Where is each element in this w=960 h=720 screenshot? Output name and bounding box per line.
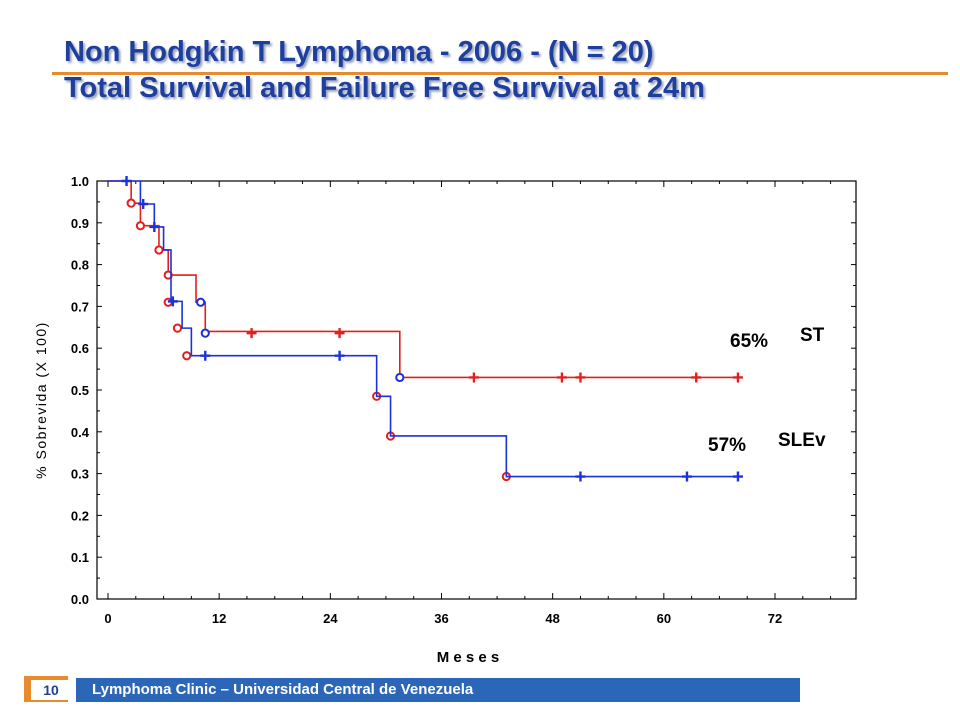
chart-series [108, 176, 743, 482]
event-marker [395, 372, 405, 383]
x-tick-label: 72 [768, 611, 782, 626]
annotation-65: 65% [730, 331, 768, 352]
x-tick-label: 12 [212, 611, 226, 626]
title-line-1: Non Hodgkin T Lymphoma - 2006 - (N = 20) [64, 36, 654, 68]
censor-mark [556, 372, 567, 383]
slide-title: Non Hodgkin T Lymphoma - 2006 - (N = 20)… [64, 34, 944, 106]
censor-mark [138, 198, 149, 209]
x-tick-label: 24 [323, 611, 338, 626]
censor-mark [575, 372, 586, 383]
title-line-2: Total Survival and Failure Free Survival… [64, 72, 705, 104]
event-marker [135, 221, 146, 231]
event-marker [126, 198, 136, 208]
censor-mark [200, 350, 211, 361]
censor-mark [167, 296, 178, 307]
annotation-slev: SLEv [778, 430, 826, 451]
y-tick-label: 0.2 [71, 508, 89, 523]
censor-mark [732, 372, 743, 383]
annotation-st: ST [800, 325, 825, 346]
censor-mark [149, 221, 160, 232]
plot-frame [96, 180, 857, 600]
y-tick-label: 0.3 [71, 467, 89, 482]
censor-mark [468, 372, 479, 383]
censor-mark [246, 328, 257, 339]
x-tick-label: 0 [104, 611, 111, 626]
censor-mark [681, 471, 692, 482]
series-line-slev [108, 180, 738, 478]
event-marker [154, 245, 164, 255]
y-tick-label: 0.4 [71, 425, 90, 440]
series-line-st [108, 180, 738, 379]
event-marker [172, 323, 183, 333]
censor-mark [575, 471, 586, 482]
x-tick-label: 48 [545, 611, 559, 626]
y-tick-label: 0.1 [71, 550, 89, 565]
event-marker [182, 351, 192, 361]
censor-mark [732, 471, 743, 482]
x-tick-label: 60 [657, 611, 671, 626]
censor-mark [691, 372, 702, 383]
y-tick-label: 0.8 [71, 258, 89, 273]
x-axis-label: M e s e s [437, 649, 500, 666]
annotation-57: 57% [708, 435, 746, 456]
censor-mark [121, 176, 132, 186]
event-marker [196, 297, 206, 307]
chart-axes: 0.0 0.1 0.2 0.3 0.4 0.5 0.6 0.7 0.8 0.9 1.0 0 12 24 36… [71, 174, 857, 626]
y-tick-label: 0.9 [71, 216, 89, 231]
footer-text: Lymphoma Clinic – Universidad Central de… [92, 681, 474, 698]
y-tick-label: 0.5 [71, 383, 89, 398]
footer-bar [76, 678, 800, 702]
event-marker [200, 328, 210, 338]
censor-mark [334, 350, 345, 361]
event-marker [163, 270, 173, 280]
x-tick-label: 36 [434, 611, 448, 626]
y-tick-label: 1.0 [71, 174, 89, 189]
page-number: 10 [28, 680, 71, 700]
y-tick-label: 0.0 [71, 592, 89, 607]
censor-mark [334, 328, 345, 339]
y-tick-label: 0.7 [71, 299, 89, 314]
title-underline [52, 72, 948, 75]
y-tick-label: 0.6 [71, 341, 89, 356]
y-axis-label: % Sobrevida (X 100) [33, 321, 49, 479]
